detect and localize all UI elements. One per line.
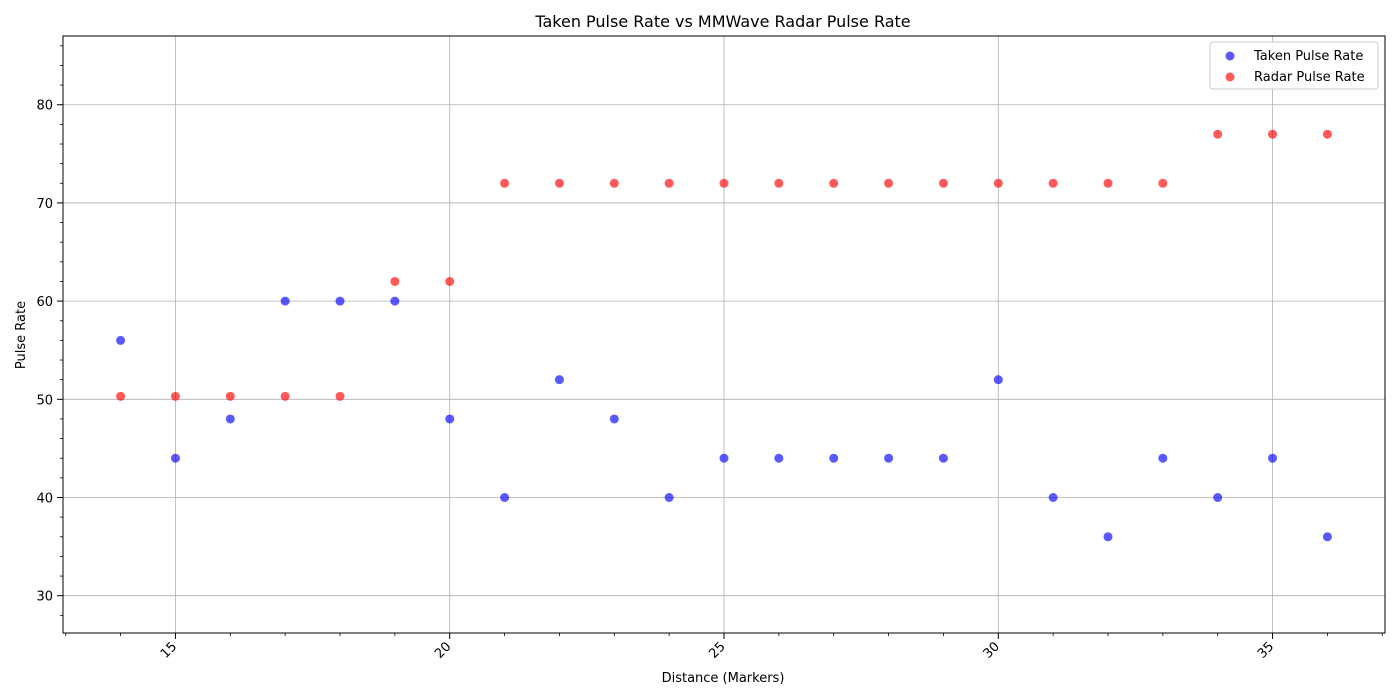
taken-point [171,454,180,463]
radar-point [939,179,948,188]
legend-radar-marker [1226,73,1235,82]
taken-point [555,375,564,384]
taken-point [390,297,399,306]
radar-point [884,179,893,188]
taken-point [336,297,345,306]
taken-point [116,336,125,345]
radar-point [390,277,399,286]
y-tick-label: 30 [36,590,53,605]
taken-point [1323,532,1332,541]
taken-point [281,297,290,306]
x-axis-label: Distance (Markers) [662,671,785,686]
grid [63,36,1385,633]
y-tick-label: 60 [36,295,53,310]
y-tick-label: 70 [36,197,53,212]
y-tick-label: 80 [36,99,53,114]
taken-point [610,414,619,423]
radar-point [555,179,564,188]
radar-point [994,179,1003,188]
radar-point [500,179,509,188]
x-tick-label: 25 [706,639,728,661]
radar-point [610,179,619,188]
taken-point [720,454,729,463]
legend-taken-label: Taken Pulse Rate [1253,49,1363,64]
taken-point [665,493,674,502]
taken-point [829,454,838,463]
radar-point [665,179,674,188]
taken-point [1158,454,1167,463]
axis-ticks: 15 20 25 30 35 30 40 50 60 70 80 [36,46,1382,662]
radar-point [281,392,290,401]
radar-point [171,392,180,401]
x-tick-label: 20 [432,639,454,661]
x-tick-label: 30 [981,639,1003,661]
y-axis-label: Pulse Rate [14,301,29,369]
radar-point [1268,130,1277,139]
x-tick-label: 15 [158,639,180,661]
radar-point [829,179,838,188]
taken-point [1049,493,1058,502]
radar-point [116,392,125,401]
taken-point [226,414,235,423]
taken-point [884,454,893,463]
radar-point [336,392,345,401]
chart-title: Taken Pulse Rate vs MMWave Radar Pulse R… [534,12,910,31]
radar-point [226,392,235,401]
radar-point [774,179,783,188]
radar-point [1049,179,1058,188]
legend-radar-label: Radar Pulse Rate [1254,70,1365,85]
taken-point [1213,493,1222,502]
taken-point [939,454,948,463]
radar-point [1158,179,1167,188]
taken-point [445,414,454,423]
taken-point [1268,454,1277,463]
x-tick-label: 35 [1255,639,1277,661]
taken-point [774,454,783,463]
taken-point [500,493,509,502]
legend: Taken Pulse Rate Radar Pulse Rate [1210,42,1378,89]
taken-point [994,375,1003,384]
taken-point [1103,532,1112,541]
radar-point [720,179,729,188]
radar-point [1103,179,1112,188]
radar-point [445,277,454,286]
y-tick-label: 40 [36,491,53,506]
legend-taken-marker [1226,52,1235,61]
y-tick-label: 50 [36,393,53,408]
radar-point [1213,130,1222,139]
radar-point [1323,130,1332,139]
